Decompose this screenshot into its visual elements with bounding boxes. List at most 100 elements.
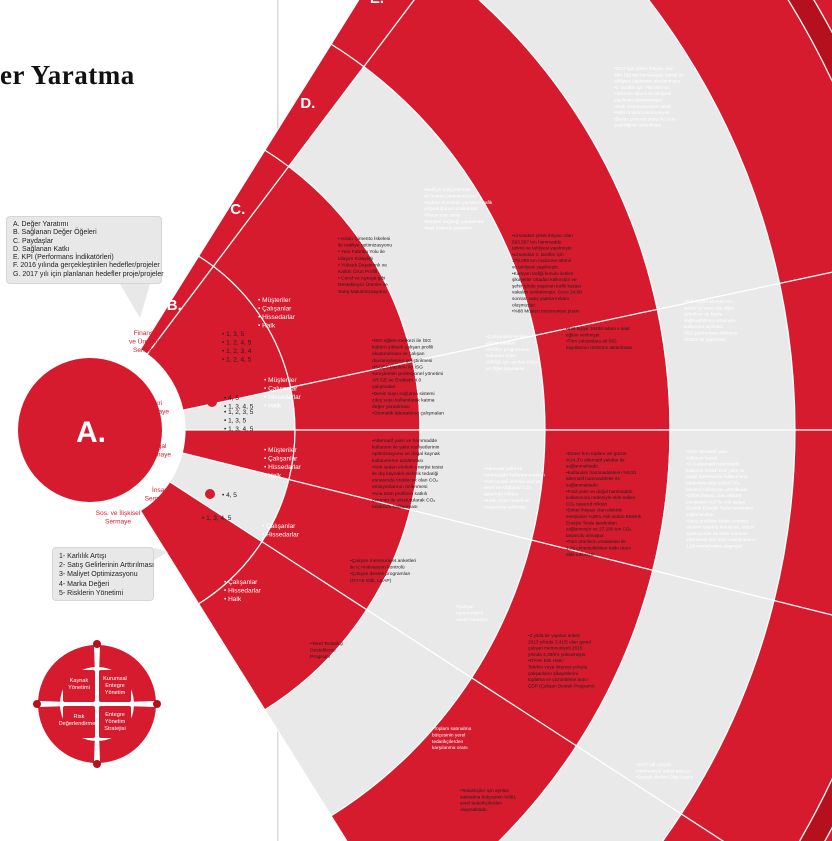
cycle-label-line: Entegre xyxy=(105,683,125,689)
contribution-text-line: kullanımının azaltılması xyxy=(372,458,423,464)
cycle-quadrant xyxy=(63,706,95,738)
target-2017-text-line: sağlayabilmesi amacıyla xyxy=(684,318,735,323)
contribution-text-line: •İSGES yazılımı ile İSG xyxy=(372,363,423,370)
ring-6-sector-4 xyxy=(661,813,724,841)
target-2017-text: •İSG Eğitim Merkezi'nin sektör içi veya d… xyxy=(684,298,738,342)
target-2017-text-line: kullanıma açılması xyxy=(684,324,723,329)
target-2016-text-line: 379.289 ton malzeme tahmil xyxy=(512,258,571,263)
stakeholders: • Çalışanlar • Hissedarlar xyxy=(262,523,300,539)
capital-codes-line: • 1, 2, 3, 5 xyxy=(224,409,254,416)
stakeholders-line: • Çalışanlar xyxy=(262,523,296,530)
capital-name-line: Sermaye xyxy=(145,452,171,459)
contribution-text-line: •Deniz suyu soğutma sistemi xyxy=(372,391,435,397)
contribution-text-line: Ulaşım Kolaylığı xyxy=(338,256,373,262)
contribution-text-line: çalışmaları xyxy=(372,384,396,390)
contribution-text-line: •Çalışan destek programları xyxy=(350,571,410,577)
target-2016-text-line: şikayetler ortadan kalkmıştır ve xyxy=(512,277,577,282)
contribution-text-line: •Yerel Tedarikçi xyxy=(310,641,343,647)
kpi-text: •Çalışan memnuniyeti anket sonuçları xyxy=(456,604,489,623)
capital-name-line: Sermaye xyxy=(133,347,159,354)
contribution-text-line: ile iç motivasyon kontrolü xyxy=(350,565,405,571)
target-2017-text-line: çeşitliliğinin arttırılması xyxy=(614,123,661,128)
target-2017-text-line: •% 6 alternatif hammadde xyxy=(686,462,740,467)
kpi-text-line: memnuniyeti xyxy=(456,610,483,616)
target-2017-text-line: memnuniyet anket sonucu xyxy=(636,768,691,773)
stakeholders-line: • Hissedarlar xyxy=(224,588,262,595)
target-2016-text-line: tasarrufu olmuştur. xyxy=(566,533,605,538)
capital-name-line: Sermaye xyxy=(105,519,131,526)
target-2016-text-line: enerjisinin %29'u Atık ısıdan Elektrik xyxy=(566,514,642,519)
contribution-text-line: •Çalışan memnuniyet anketleri xyxy=(350,558,416,564)
capital-codes-line: • 1, 3, 4, 5 xyxy=(202,515,232,522)
target-2016-text-line: toplama ve çözümleme aracı xyxy=(528,677,588,682)
kpi-text-line: eğitim saatleri xyxy=(486,340,516,346)
target-2017-text-line: şirketlere de fayda xyxy=(684,312,723,317)
stakeholders-line: • Halk xyxy=(264,403,282,410)
kpi-item: 4- Marka Değeri xyxy=(59,580,110,588)
legend-item: A. Değer Yaratımı xyxy=(13,221,69,228)
capital-codes: • 1, 3, 4, 5 xyxy=(202,515,232,522)
target-2016-text-line: •Tüm ürünlerin ortalaması ile xyxy=(566,539,626,544)
stakeholders-line: • Müşteriler xyxy=(258,297,291,304)
kpi-text-line: ve hızının optimizasyonu xyxy=(424,193,477,199)
contribution-text: •Yerel Tedarikçi Destekleme Programı xyxy=(310,641,343,660)
capital-codes-line: • 1, 2, 4, 5 xyxy=(222,340,252,347)
contribution-text-line: Katkılı Ürün Profili xyxy=(338,268,377,275)
page-title: er Yaratma xyxy=(0,60,135,90)
target-2016-text: •Döner fırın toplam ısıl gücün %24,3'ü al… xyxy=(566,451,642,557)
target-2016-text-line: yerel tedarikçilerden xyxy=(460,801,502,806)
contribution-text-line: çimento ile oluşturularak CO₂ xyxy=(372,497,435,503)
target-2016-text-line: çalışanların şikayetlerini xyxy=(528,671,578,676)
target-2017-text-line: •2017 yılı çalışan xyxy=(636,762,672,767)
target-2017-text-line: tasarruf miktarının arttırılması xyxy=(686,487,747,492)
contribution-text-line: oluşturulması ve çalışan xyxy=(372,351,425,357)
target-2017-text-line: 1,28 mertebesine ulaşması xyxy=(686,544,742,549)
target-2017-text-line: •2017 için Şirket ihtiyacı olan xyxy=(614,66,674,71)
capital-codes-line: • 1, 3, 4, 5 xyxy=(224,404,254,411)
ring-letter-2: C. xyxy=(230,201,245,218)
target-2016-text-line: ve tahliyesi yapılmıştır. xyxy=(512,265,559,270)
contribution-text-line: optimizasyonu ve doğal kaynak xyxy=(372,451,441,457)
contribution-text-line: Satış Maksimizasyonu xyxy=(338,289,387,295)
contribution-text-line: ile dış kaynaklı elektrik tedariği xyxy=(372,471,438,477)
stakeholders: • Müşteriler • Çalışanlar • Hissedarlar • H… xyxy=(258,297,296,330)
target-2017-text-line: kullanım hedefi fosil yakıt ve xyxy=(686,468,745,473)
target-2016-text-line: %24,3'ü alternatif yakıtlar ile xyxy=(566,457,625,462)
contribution-text-line: Programı xyxy=(310,654,330,660)
kpi-text: •Toplam satınalma bütçesinin yerel tedarik… xyxy=(432,726,472,751)
cycle-label-line: Kurumsal xyxy=(103,676,127,682)
target-2017-text-line: •Şirket ihtiyacı olan elektrik xyxy=(686,493,742,498)
capital-name: Finansal ve Üretilmiş Sermaye xyxy=(129,330,164,354)
contribution-text-line: •Alternatif yakıt ve hammadde xyxy=(372,438,437,444)
cycle-quadrant xyxy=(99,706,131,738)
stakeholders-line: • Çalışanlar xyxy=(264,456,298,463)
target-2017-text-line: •3. taraflar için 760.000 ton xyxy=(614,85,670,90)
target-2017-text: •2017 için Şirket ihtiyacı olan 586.720 t… xyxy=(614,66,684,128)
capital-codes-line: • 4, 5 xyxy=(224,395,239,402)
legend-item: D. Sağlanan Katkı xyxy=(13,245,70,253)
kpi-text-line: •Dahice İlçesinde yaratılan trafik xyxy=(424,199,493,206)
legend-item: G. 2017 yılı için planlanan hedefler pro… xyxy=(13,270,164,278)
contribution-text: •Alternatif yakıt ve hammadde kullanımı i… xyxy=(372,438,443,510)
cycle-label: Kaynak Yönetimi xyxy=(68,678,90,691)
contribution-text-line: AR GE ve Endüstri 4.0 xyxy=(372,378,421,384)
kpi-text-line: anket sonuçları xyxy=(456,617,489,623)
target-2016-text-line: •Limandan 3. taraflar için xyxy=(512,252,564,257)
kpi-text-line: •Çalışan xyxy=(456,604,474,610)
contribution-text-line: esnasında üretilecek olan CO₂ xyxy=(372,478,438,484)
stakeholders-line: • Çalışanlar xyxy=(264,386,298,393)
stakeholders-line: • Müşteriler xyxy=(264,447,297,454)
cycle-arrow xyxy=(33,700,41,708)
capital-codes-line: • 1, 3, 5 xyxy=(222,331,245,338)
capital-name-line: Sos. ve İlişkisel xyxy=(96,508,141,517)
target-2016-text-line: sağlanmıştır ve 27.190 ton CO₂ xyxy=(566,527,632,532)
target-2017-text-line: tahliyesi yapılması planlanmıştır. xyxy=(614,79,681,84)
target-2017-text-line: Elektrik Enerjisi Tesisi tarafından xyxy=(686,506,754,511)
capital-dot xyxy=(205,489,215,499)
contribution-text-line: Destekleyici Ürünler ile xyxy=(338,281,388,288)
target-2016-text-line: Telefon veya internet yoluyla xyxy=(528,665,588,670)
stakeholders-line: • Halk xyxy=(264,473,282,480)
target-2016-text-line: oluşmuştur. xyxy=(512,302,536,307)
